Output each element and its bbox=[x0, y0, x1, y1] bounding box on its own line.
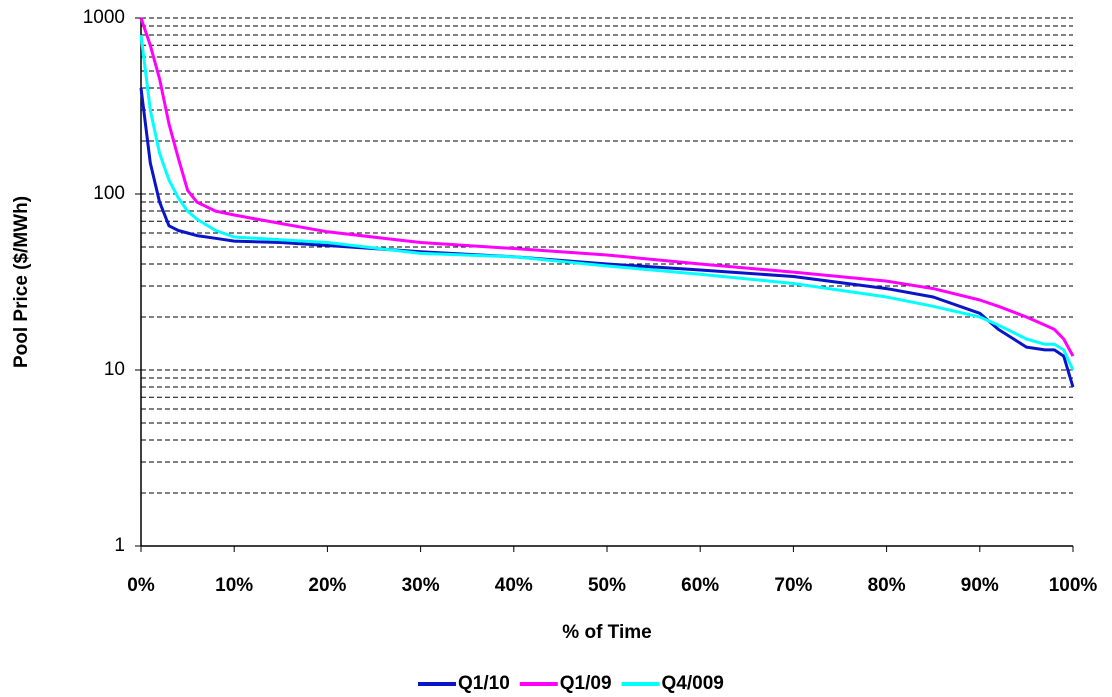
x-axis-title: % of Time bbox=[562, 622, 651, 643]
x-tick-label: 90% bbox=[961, 575, 999, 596]
series-line bbox=[139, 17, 1075, 357]
x-tick-label: 30% bbox=[402, 575, 440, 596]
y-axis-title: Pool Price ($/MWh) bbox=[11, 196, 32, 368]
x-tick-label: 80% bbox=[868, 575, 906, 596]
x-tick-label: 50% bbox=[588, 575, 626, 596]
y-tick-label: 1000 bbox=[83, 7, 125, 28]
x-tick-label: 100% bbox=[1049, 575, 1098, 596]
legend-label: Q4/009 bbox=[662, 673, 724, 694]
legend-label: Q1/09 bbox=[560, 673, 612, 694]
legend-label: Q1/10 bbox=[458, 673, 510, 694]
x-tick-label: 20% bbox=[308, 575, 346, 596]
x-tick-label: 0% bbox=[127, 575, 155, 596]
x-tick-label: 70% bbox=[774, 575, 812, 596]
y-tick-label: 10 bbox=[104, 359, 125, 380]
series-line bbox=[139, 87, 1075, 388]
x-tick-label: 10% bbox=[215, 575, 253, 596]
y-tick-label: 100 bbox=[93, 183, 125, 204]
x-tick-label: 40% bbox=[495, 575, 533, 596]
x-tick-label: 60% bbox=[681, 575, 719, 596]
y-tick-label: 1 bbox=[114, 535, 125, 556]
series-line bbox=[139, 34, 1075, 371]
